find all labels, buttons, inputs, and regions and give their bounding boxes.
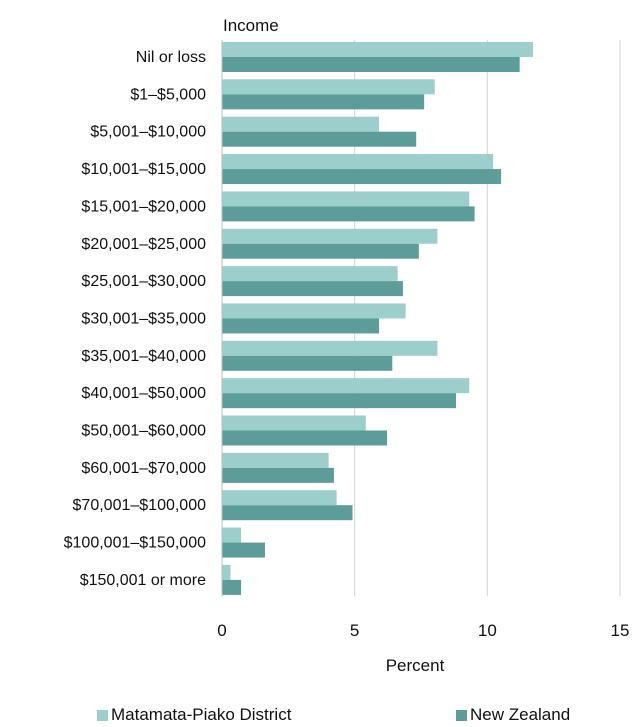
- category-label: $20,001–$25,000: [81, 236, 206, 253]
- legend-swatch-series-2: [456, 709, 467, 721]
- bar-new-zealand: [222, 94, 425, 110]
- legend-swatch-series-1: [97, 709, 108, 721]
- category-label: $15,001–$20,000: [81, 198, 206, 215]
- category-label: $35,001–$40,000: [81, 348, 206, 365]
- bar-new-zealand: [222, 169, 502, 185]
- category-label: $70,001–$100,000: [73, 497, 207, 514]
- legend-item-series-2: New Zealand: [456, 704, 570, 726]
- bar-new-zealand: [222, 57, 520, 72]
- x-tick-label: 0: [217, 621, 226, 640]
- bar-new-zealand: [222, 542, 265, 558]
- bar-new-zealand: [222, 206, 475, 222]
- x-tick-labels: 0 5 10 15: [217, 621, 629, 640]
- bar-district: [222, 564, 231, 580]
- category-label: $10,001–$15,000: [81, 161, 206, 178]
- bar-district: [222, 191, 470, 207]
- category-label: $50,001–$60,000: [81, 423, 206, 440]
- x-axis-title: Percent: [386, 656, 445, 675]
- bar-district: [222, 378, 470, 394]
- bar-district: [222, 42, 533, 57]
- bar-new-zealand: [222, 579, 242, 595]
- category-label: $30,001–$35,000: [81, 310, 206, 327]
- bar-district: [222, 490, 337, 506]
- x-tick-label: 15: [611, 621, 630, 640]
- bar-chart-svg: Income Nil or loss $1–$5,000 $5,001–$10,00…: [64, 16, 630, 675]
- bar-district: [222, 154, 494, 170]
- category-label: $25,001–$30,000: [81, 273, 206, 290]
- category-label: $150,001 or more: [80, 572, 206, 589]
- bar-new-zealand: [222, 281, 403, 297]
- bar-new-zealand: [222, 467, 334, 483]
- bar-new-zealand: [222, 430, 388, 446]
- bar-district: [222, 266, 398, 282]
- y-axis-title: Income: [223, 16, 279, 35]
- bar-new-zealand: [222, 243, 419, 259]
- category-label: $1–$5,000: [130, 86, 206, 103]
- category-label: $5,001–$10,000: [90, 124, 206, 141]
- bar-new-zealand: [222, 318, 380, 334]
- bar-district: [222, 228, 438, 244]
- bars: [222, 42, 533, 595]
- x-tick-label: 10: [478, 621, 497, 640]
- bar-district: [222, 452, 329, 468]
- bar-district: [222, 79, 435, 95]
- category-label: Nil or loss: [136, 49, 206, 66]
- category-label: $60,001–$70,000: [81, 460, 206, 477]
- legend: Matamata-Piako District New Zealand: [0, 704, 635, 726]
- bar-district: [222, 340, 438, 356]
- bar-district: [222, 415, 366, 431]
- legend-label-series-2: New Zealand: [470, 705, 571, 724]
- bar-new-zealand: [222, 505, 353, 521]
- bar-district: [222, 116, 380, 132]
- x-tick-label: 5: [350, 621, 359, 640]
- bar-new-zealand: [222, 131, 417, 147]
- bar-district: [222, 303, 406, 319]
- legend-item-series-1: Matamata-Piako District: [97, 704, 291, 726]
- category-labels: Nil or loss $1–$5,000 $5,001–$10,000 $10,00…: [64, 49, 206, 589]
- category-label: $100,001–$150,000: [64, 535, 206, 552]
- bar-new-zealand: [222, 355, 393, 371]
- legend-label-series-1: Matamata-Piako District: [111, 705, 292, 724]
- bar-new-zealand: [222, 393, 456, 409]
- category-label: $40,001–$50,000: [81, 385, 206, 402]
- bar-district: [222, 527, 242, 543]
